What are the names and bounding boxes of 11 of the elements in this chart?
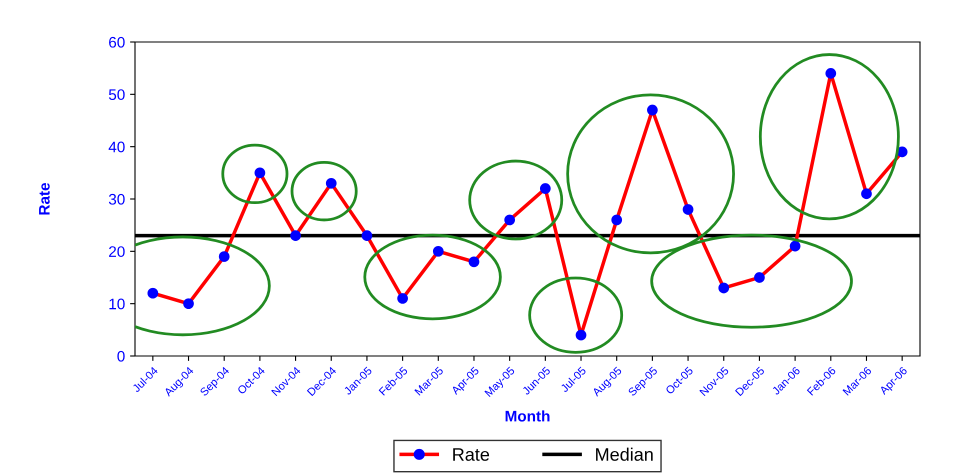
- y-tick-label: 60: [109, 36, 125, 48]
- legend-label: Median: [596, 448, 653, 461]
- x-axis-title: Month: [506, 410, 550, 422]
- y-tick-label: 40: [108, 142, 125, 152]
- y-tick-label: 30: [108, 194, 125, 205]
- y-axis-title: Rate: [39, 182, 50, 215]
- y-tick-label: 0: [117, 350, 125, 362]
- legend-label: Rate: [453, 448, 490, 461]
- y-tick-label: 10: [109, 298, 125, 310]
- y-tick-label: 50: [108, 89, 125, 100]
- y-tick-label: 20: [109, 246, 125, 258]
